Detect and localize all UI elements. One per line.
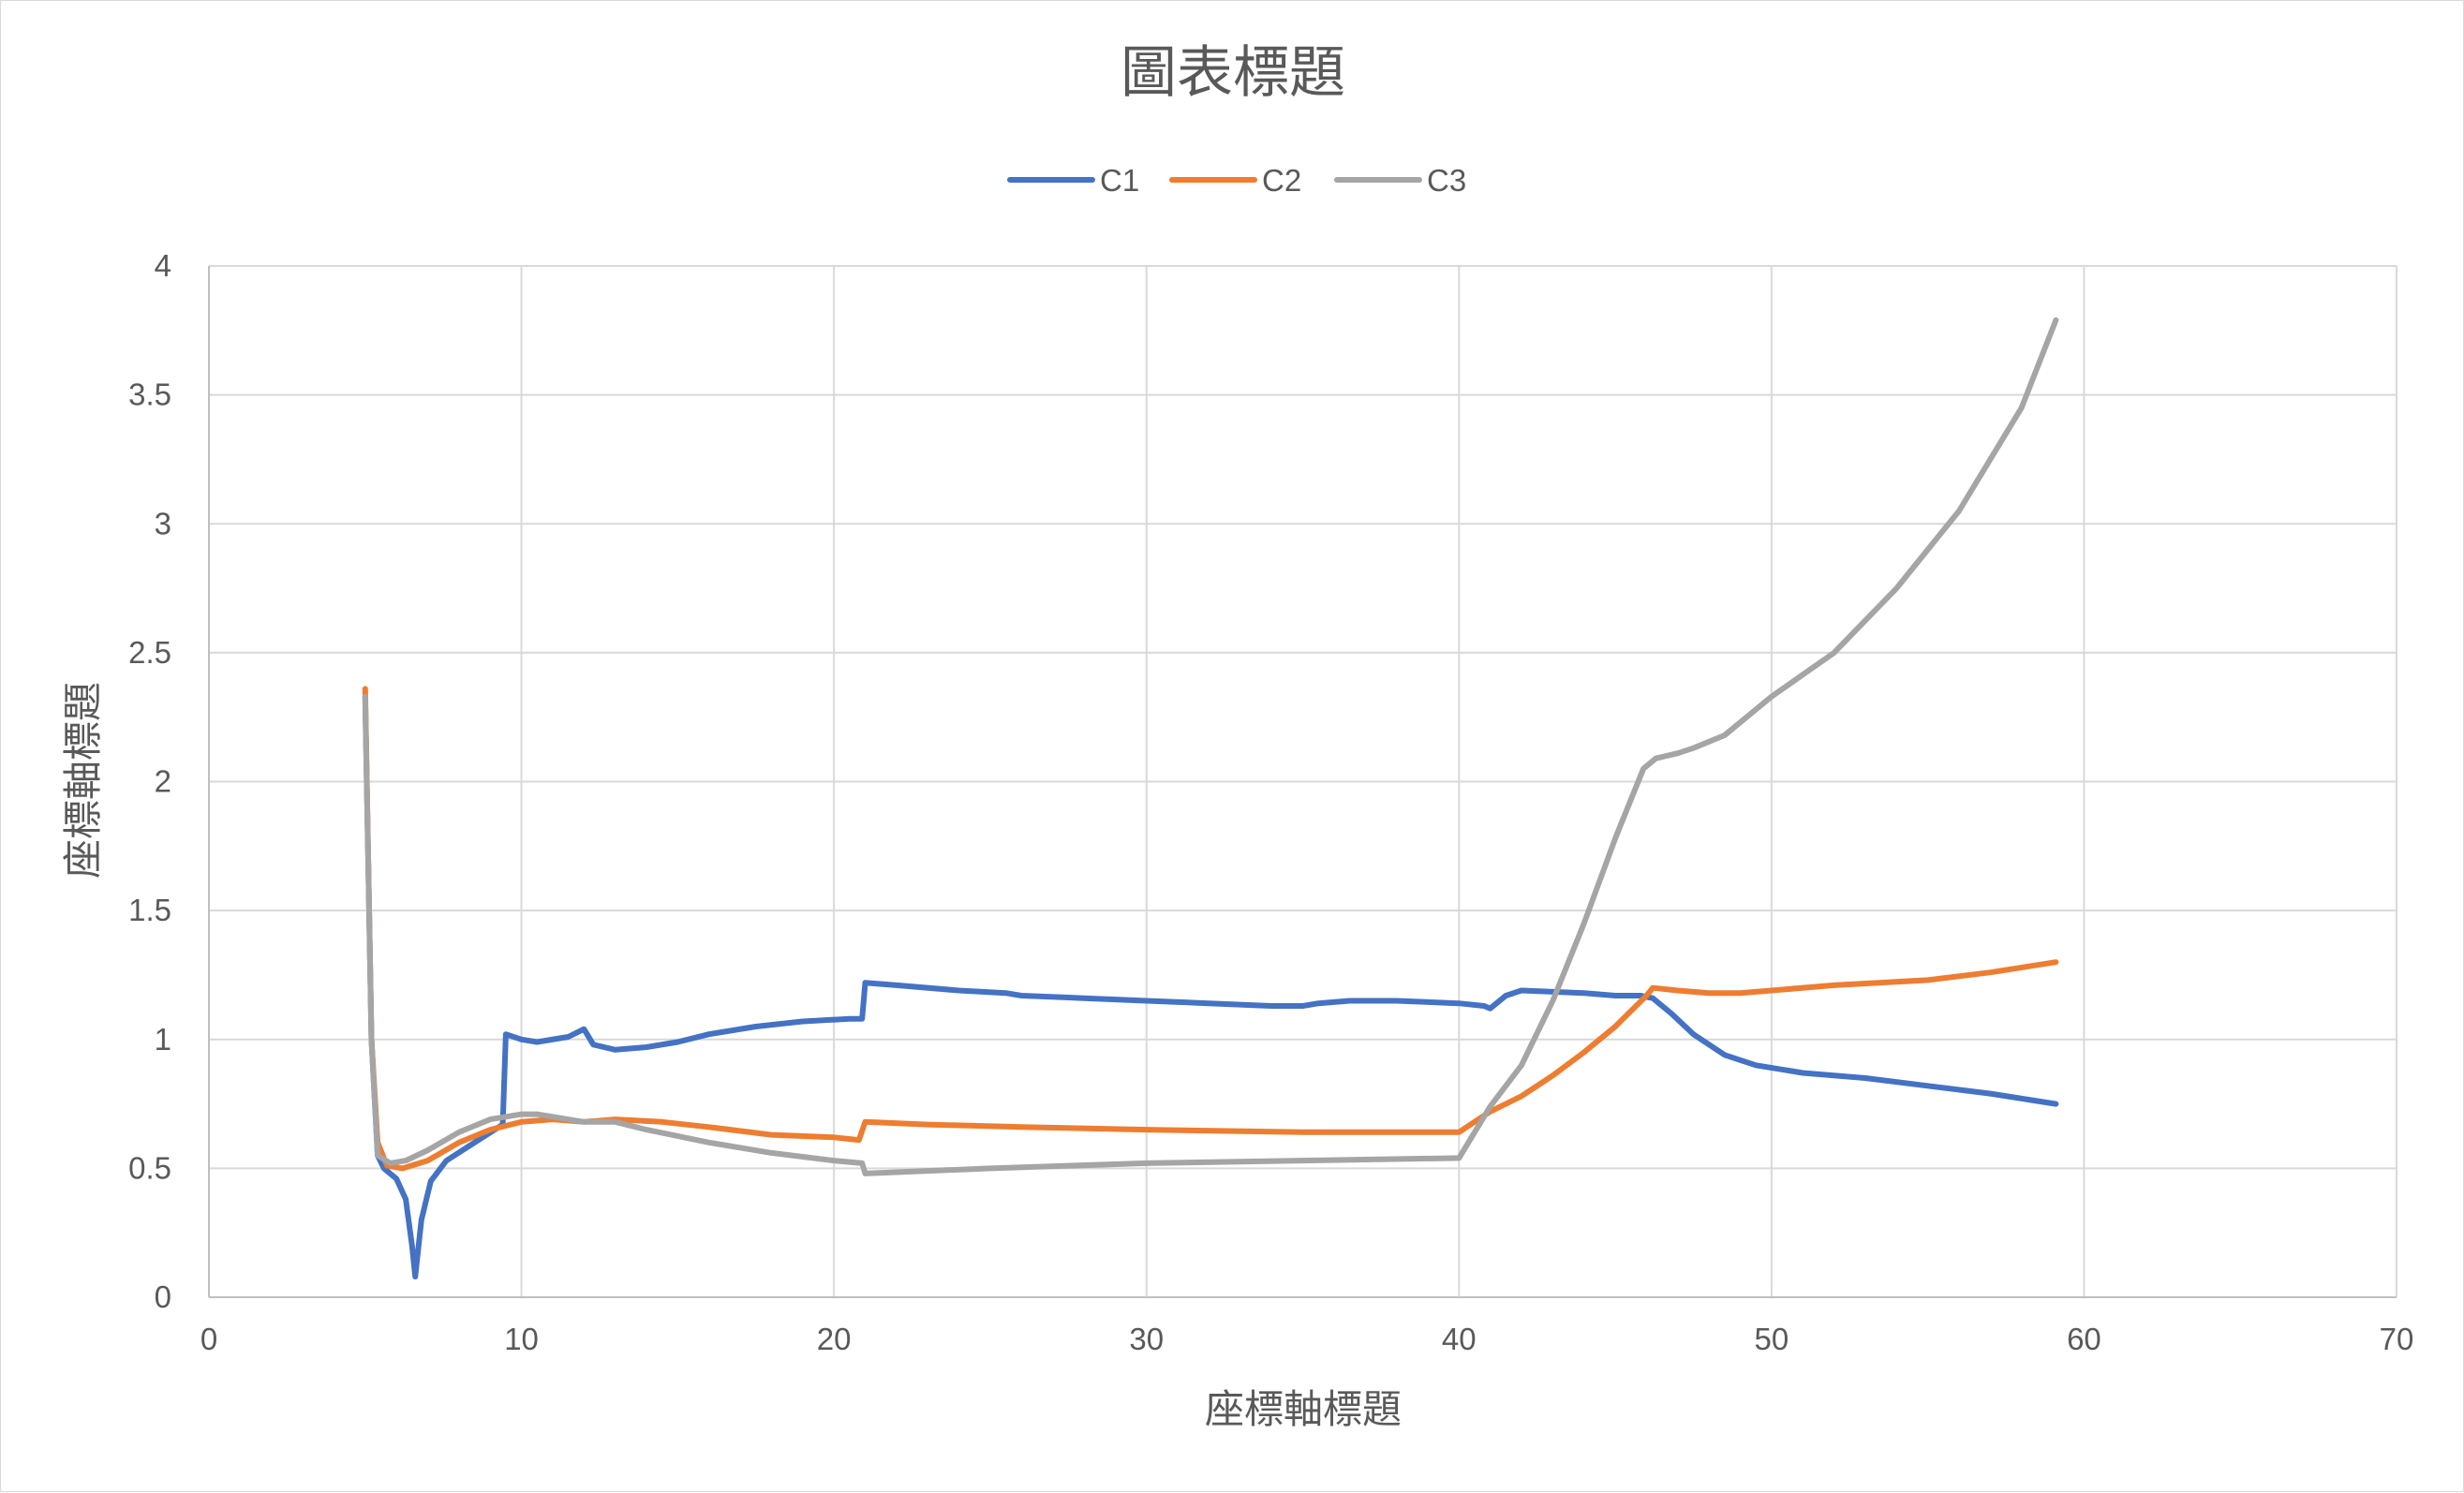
y-tick-label: 2.5 xyxy=(128,635,171,670)
y-axis-title: 座標軸標題 xyxy=(60,682,106,879)
legend-label-c3: C3 xyxy=(1427,163,1466,198)
y-tick-label: 1 xyxy=(155,1022,171,1057)
x-tick-label: 10 xyxy=(504,1322,539,1356)
series-line-c2 xyxy=(362,686,2059,1172)
x-tick-label: 60 xyxy=(2067,1322,2101,1356)
x-axis-title: 座標軸標題 xyxy=(1205,1386,1402,1432)
x-tick-label: 40 xyxy=(1442,1322,1477,1356)
x-tick-labels: 0 10 20 30 40 50 60 70 xyxy=(200,1322,2414,1356)
legend: C1 C2 C3 xyxy=(1007,163,1466,198)
legend-label-c2: C2 xyxy=(1262,163,1301,198)
axes xyxy=(208,266,2397,1298)
y-tick-label: 0.5 xyxy=(128,1150,171,1185)
y-tick-label: 3.5 xyxy=(128,377,171,412)
y-tick-label: 4 xyxy=(155,248,171,283)
y-tick-labels: 0 0.5 1 1.5 2 2.5 3 3.5 4 xyxy=(128,248,171,1314)
series-line-c3 xyxy=(362,317,2059,1176)
x-tick-label: 70 xyxy=(2380,1322,2414,1356)
x-tick-label: 30 xyxy=(1129,1322,1164,1356)
x-tick-label: 20 xyxy=(817,1322,852,1356)
vertical-gridlines xyxy=(520,266,2397,1297)
chart-title: 圖表標題 xyxy=(1121,40,1345,106)
y-tick-label: 3 xyxy=(155,506,171,540)
y-tick-label: 1.5 xyxy=(128,893,171,927)
y-tick-label: 0 xyxy=(155,1279,171,1314)
x-tick-label: 0 xyxy=(200,1322,217,1356)
legend-label-c1: C1 xyxy=(1100,163,1139,198)
y-tick-label: 2 xyxy=(155,764,171,799)
series-lines xyxy=(362,317,2059,1279)
x-tick-label: 50 xyxy=(1754,1322,1789,1356)
horizontal-gridlines xyxy=(209,265,2397,1170)
